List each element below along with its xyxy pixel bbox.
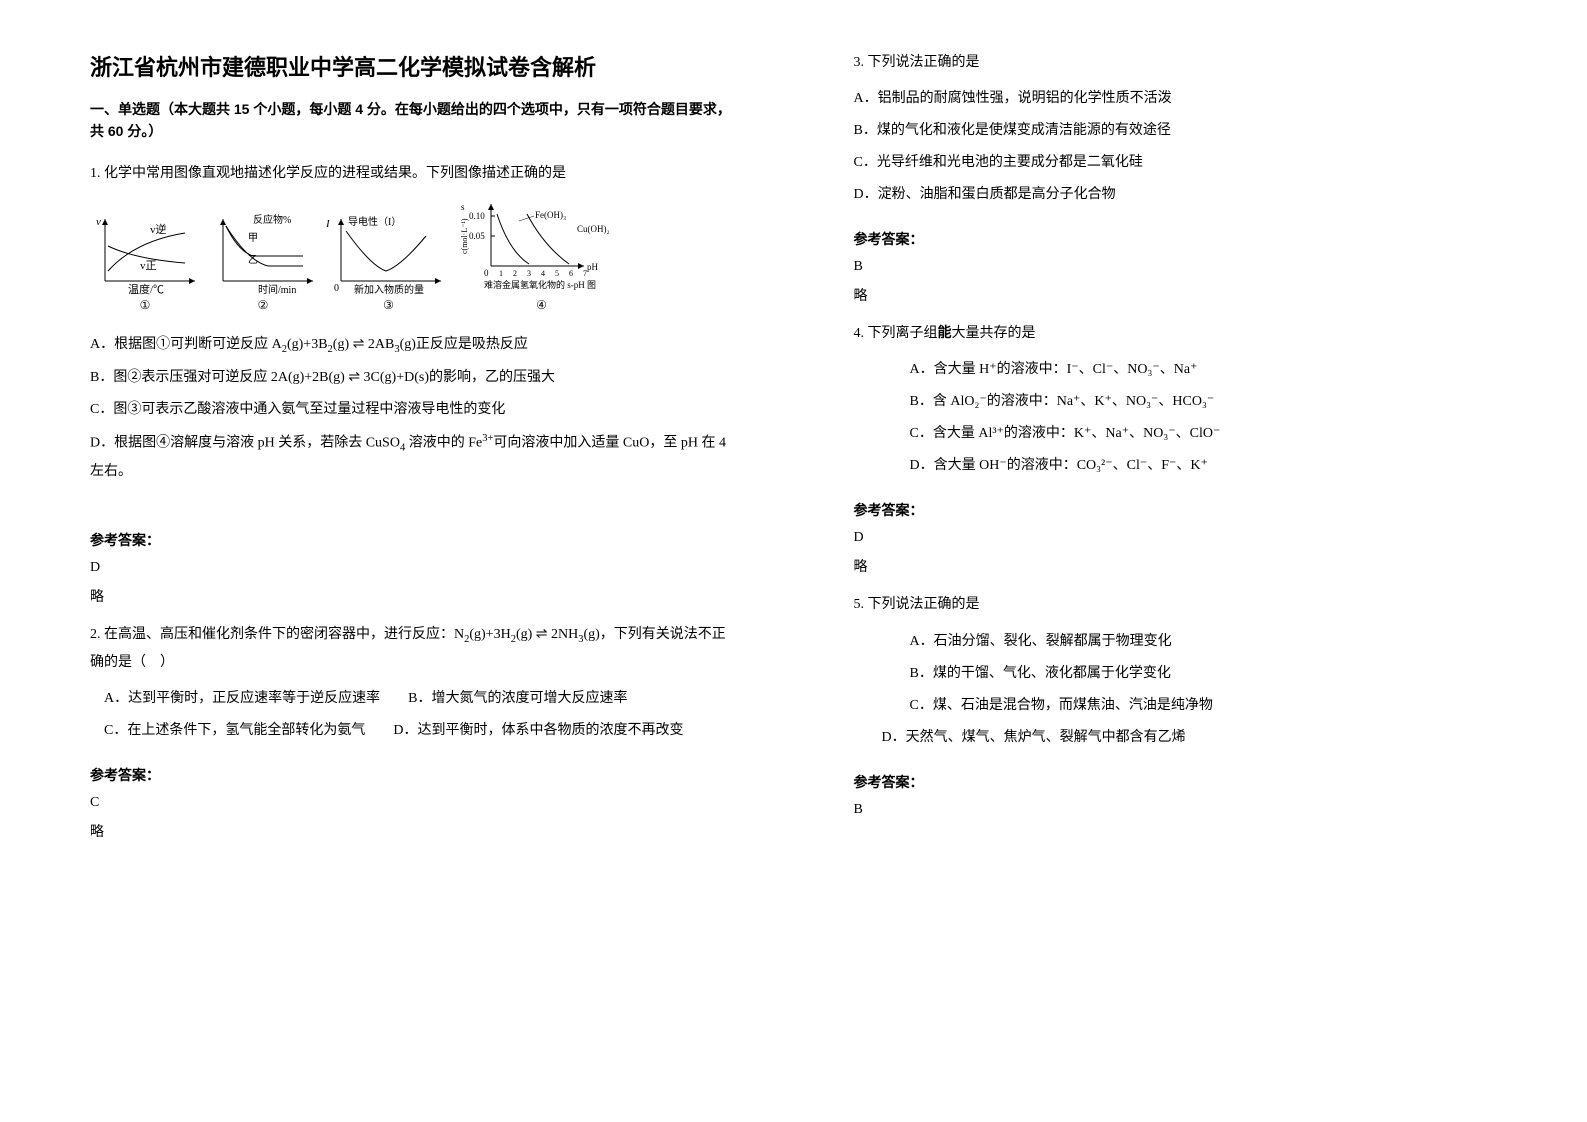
q5-optC: C．煤、石油是混合物，而煤焦油、汽油是纯净物 xyxy=(854,692,1498,720)
q1-optA: A．根据图①可判断可逆反应 A2(g)+3B2(g) ⇌ 2AB3(g)正反应是… xyxy=(90,331,734,360)
q3-optA: A．铝制品的耐腐蚀性强，说明铝的化学性质不活泼 xyxy=(854,85,1498,113)
q2-answer: C xyxy=(90,795,734,811)
q3-optC: C．光导纤维和光电池的主要成分都是二氧化硅 xyxy=(854,149,1498,177)
svg-text:0: 0 xyxy=(484,268,489,278)
svg-text:导电性（I）: 导电性（I） xyxy=(348,215,401,228)
q2-note: 略 xyxy=(90,821,734,841)
q2-optAB: A．达到平衡时，正反应速率等于逆反应速率 B．增大氮气的浓度可增大反应速率 xyxy=(90,685,734,713)
q1-optB: B．图②表示压强对可逆反应 2A(g)+2B(g) ⇌ 3C(g)+D(s)的影… xyxy=(90,364,734,392)
svg-text:I: I xyxy=(326,218,331,230)
q3-answer-label: 参考答案： xyxy=(854,229,1498,249)
svg-text:1 2 3 4 5 6 7: 1 2 3 4 5 6 7 xyxy=(499,269,591,278)
q5-answer-label: 参考答案： xyxy=(854,772,1498,792)
q5-optB: B．煤的干馏、气化、液化都属于化学变化 xyxy=(854,660,1498,688)
q4-answer-label: 参考答案： xyxy=(854,500,1498,520)
q1-figures: v v逆 v正 温度/℃ ① 反应物% 甲 乙 时间/min ② xyxy=(90,196,734,313)
q5-optA: A．石油分馏、裂化、裂解都属于物理变化 xyxy=(854,628,1498,656)
svg-text:乙: 乙 xyxy=(248,254,258,266)
q1-fig4: 0.05 0.10 s c(mol·L⁻¹) Fe(OH)₃ Cu(OH)₂ 1… xyxy=(459,196,624,313)
q3-optB: B．煤的气化和液化是使煤变成清洁能源的有效途径 xyxy=(854,117,1498,145)
svg-text:0: 0 xyxy=(334,283,339,294)
q1-note: 略 xyxy=(90,586,734,606)
svg-text:v逆: v逆 xyxy=(150,222,167,236)
q5-stem: 5. 下列说法正确的是 xyxy=(854,592,1498,617)
svg-text:s: s xyxy=(461,202,465,212)
q2-optCD: C．在上述条件下，氢气能全部转化为氨气 D．达到平衡时，体系中各物质的浓度不再改… xyxy=(90,717,734,745)
q4-optB: B．含 AlO₂⁻的溶液中：Na⁺、K⁺、NO₃⁻、HCO₃⁻ xyxy=(854,388,1498,416)
left-column: 浙江省杭州市建德职业中学高二化学模拟试卷含解析 一、单选题（本大题共 15 个小… xyxy=(0,0,794,1122)
fig1-label: ① xyxy=(90,298,200,313)
q3-answer: B xyxy=(854,259,1498,275)
q4-optA: A．含大量 H⁺的溶液中：I⁻、Cl⁻、NO₃⁻、Na⁺ xyxy=(854,356,1498,384)
fig3-label: ③ xyxy=(326,298,451,313)
q3-optD: D．淀粉、油脂和蛋白质都是高分子化合物 xyxy=(854,181,1498,209)
svg-text:时间/min: 时间/min xyxy=(258,283,296,296)
svg-text:v正: v正 xyxy=(140,260,157,272)
q1-answer: D xyxy=(90,560,734,576)
svg-text:温度/℃: 温度/℃ xyxy=(128,282,164,296)
q2-answer-label: 参考答案： xyxy=(90,765,734,785)
q1-answer-label: 参考答案： xyxy=(90,530,734,550)
q4-optC: C．含大量 Al³⁺的溶液中：K⁺、Na⁺、NO₃⁻、ClO⁻ xyxy=(854,420,1498,448)
q4-note: 略 xyxy=(854,556,1498,576)
q1-fig3: I 导电性（I） 0 新加入物质的量 ③ xyxy=(326,211,451,313)
q2-stem: 2. 在高温、高压和催化剂条件下的密闭容器中，进行反应：N2(g)+3H2(g)… xyxy=(90,622,734,675)
q4-stem: 4. 下列离子组能大量共存的是 xyxy=(854,321,1498,346)
q1-optD: D．根据图④溶解度与溶液 pH 关系，若除去 CuSO4 溶液中的 Fe3+可向… xyxy=(90,428,734,486)
q1-stem: 1. 化学中常用图像直观地描述化学反应的进程或结果。下列图像描述正确的是 xyxy=(90,161,734,186)
svg-text:c(mol·L⁻¹): c(mol·L⁻¹) xyxy=(460,218,469,254)
svg-text:Fe(OH)₃: Fe(OH)₃ xyxy=(535,210,566,220)
section-intro: 一、单选题（本大题共 15 个小题，每小题 4 分。在每小题给出的四个选项中，只… xyxy=(90,98,734,143)
svg-text:Cu(OH)₂: Cu(OH)₂ xyxy=(577,224,610,234)
q1-fig1: v v逆 v正 温度/℃ ① xyxy=(90,211,200,313)
right-column: 3. 下列说法正确的是 A．铝制品的耐腐蚀性强，说明铝的化学性质不活泼 B．煤的… xyxy=(794,0,1587,1122)
q3-note: 略 xyxy=(854,285,1498,305)
svg-text:反应物%: 反应物% xyxy=(253,213,291,226)
svg-text:v: v xyxy=(96,216,101,228)
fig4-label: ④ xyxy=(459,298,624,313)
q3-stem: 3. 下列说法正确的是 xyxy=(854,50,1498,75)
q4-optD: D．含大量 OH⁻的溶液中：CO₃²⁻、Cl⁻、F⁻、K⁺ xyxy=(854,452,1498,480)
q4-answer: D xyxy=(854,530,1498,546)
svg-text:难溶金属氢氧化物的 s-pH 图: 难溶金属氢氧化物的 s-pH 图 xyxy=(484,279,596,290)
page-title: 浙江省杭州市建德职业中学高二化学模拟试卷含解析 xyxy=(90,50,734,82)
svg-text:0.10: 0.10 xyxy=(469,211,485,221)
q5-optD: D．天然气、煤气、焦炉气、裂解气中都含有乙烯 xyxy=(854,724,1498,752)
q1-fig2: 反应物% 甲 乙 时间/min ② xyxy=(208,211,318,313)
svg-text:新加入物质的量: 新加入物质的量 xyxy=(354,283,424,296)
q1-optC: C．图③可表示乙酸溶液中通入氨气至过量过程中溶液导电性的变化 xyxy=(90,396,734,424)
fig2-label: ② xyxy=(208,298,318,313)
svg-text:0.05: 0.05 xyxy=(469,231,485,241)
svg-text:甲: 甲 xyxy=(248,233,258,244)
q5-answer: B xyxy=(854,802,1498,818)
svg-text:pH: pH xyxy=(587,262,599,272)
